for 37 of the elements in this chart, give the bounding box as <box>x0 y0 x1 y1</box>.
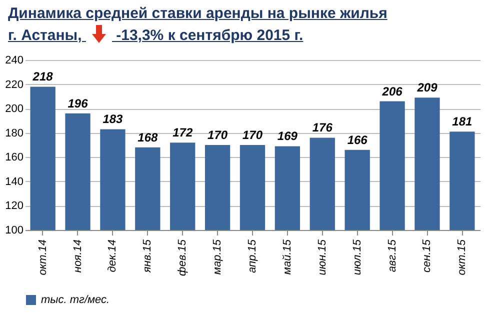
x-tick-label: мар.15 <box>212 238 224 275</box>
y-tick-label: 220 <box>5 78 24 91</box>
data-label: 218 <box>32 70 54 84</box>
data-label: 181 <box>452 114 473 129</box>
data-label: 196 <box>68 96 88 110</box>
data-label: 183 <box>102 112 124 126</box>
x-tick-label: июн.15 <box>316 238 328 276</box>
y-tick-label: 120 <box>5 200 24 212</box>
data-label: 168 <box>138 130 158 144</box>
y-tick-label: 180 <box>5 127 24 140</box>
x-tick-label: окт.15 <box>456 238 468 276</box>
x-tick-label: янв.15 <box>142 238 154 274</box>
legend-label: тыс. тг/мес. <box>41 294 110 306</box>
data-label: 170 <box>242 128 263 142</box>
data-label: 170 <box>208 128 228 142</box>
x-tick-label: июл.15 <box>351 238 364 276</box>
data-label: 206 <box>381 84 403 98</box>
data-label: 176 <box>312 120 333 135</box>
y-tick-label: 160 <box>5 152 24 164</box>
chart-title: Динамика средней ставки аренды на рынке жилья <box>8 4 388 24</box>
y-tick-label: 140 <box>5 176 24 188</box>
x-tick-label: авг.15 <box>386 238 398 272</box>
y-tick-label: 200 <box>5 103 24 116</box>
data-label: 172 <box>172 126 193 140</box>
text: г. Астаны, -13,3% к сентябрю 2015 г. <box>8 27 304 44</box>
x-tick-label: сен.15 <box>421 238 434 272</box>
data-label: 166 <box>347 132 368 147</box>
x-tick-label: апр.15 <box>246 238 258 273</box>
x-tick-label: фев.15 <box>176 238 189 276</box>
data-label: 169 <box>277 129 298 144</box>
data-label: 209 <box>416 80 438 95</box>
x-tick-label: ноя.14 <box>72 240 84 273</box>
x-tick-label: окт.14 <box>36 240 49 276</box>
x-tick-label: май.15 <box>281 238 294 275</box>
y-tick-label: 240 <box>5 54 24 66</box>
x-tick-label: дек.14 <box>106 240 119 272</box>
y-tick-label: 100 <box>5 224 24 236</box>
